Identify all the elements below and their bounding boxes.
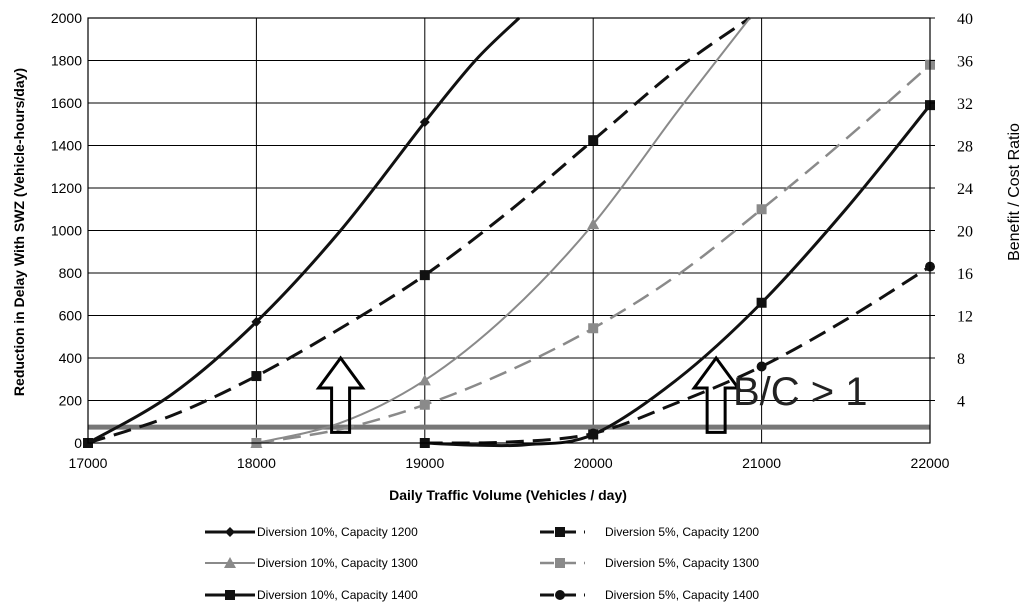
up-arrow: [691, 355, 742, 434]
y-tick-label: 200: [59, 393, 83, 409]
series-point: [419, 117, 430, 128]
series-line: [256, 17, 751, 444]
series-point: [587, 218, 600, 230]
legend-marker: [555, 558, 565, 568]
series-line: [424, 104, 932, 448]
series-layer: [83, 16, 935, 448]
y-tick-label: 1000: [51, 223, 82, 239]
legend-label: Diversion 5%, Capacity 1200: [605, 525, 759, 539]
up-arrow: [315, 355, 366, 434]
series-point: [419, 399, 430, 410]
legend-item-4: Diversion 5%, Capacity 1300: [540, 556, 759, 570]
y2-tick-label: 8: [957, 351, 965, 368]
x-tick-label: 19000: [405, 455, 444, 471]
legend-item-6: Diversion 5%, Capacity 1400: [540, 588, 759, 602]
series-3: [250, 17, 751, 448]
y2-tick-label: 16: [957, 266, 973, 283]
legend-item-5: Diversion 10%, Capacity 1400: [205, 588, 418, 602]
arrows-layer: [315, 355, 742, 434]
series-point: [588, 135, 599, 146]
series-point: [756, 361, 767, 372]
series-point: [756, 297, 767, 308]
legend-item-1: Diversion 10%, Capacity 1200: [205, 525, 418, 539]
legend-marker: [555, 527, 565, 537]
legend-item-2: Diversion 5%, Capacity 1200: [540, 525, 759, 539]
y2-tick-label: 32: [957, 96, 973, 113]
series-point: [251, 316, 262, 327]
x-tick-label: 21000: [742, 455, 781, 471]
series-6: [419, 261, 935, 448]
y2-tick-label: 36: [957, 54, 973, 71]
x-axis-title: Daily Traffic Volume (Vehicles / day): [389, 487, 627, 503]
y-tick-label: 400: [59, 350, 83, 366]
x-tick-labels: 17000 18000 19000 20000 21000 22000: [69, 455, 950, 471]
y2-tick-label: 28: [957, 139, 973, 156]
legend-label: Diversion 10%, Capacity 1200: [257, 525, 418, 539]
y2-tick-label: 24: [957, 181, 973, 198]
y-tick-label: 1600: [51, 95, 82, 111]
y-tick-label: 1800: [51, 53, 82, 69]
y-axis-title: Reduction in Delay With SWZ (Vehicle-hou…: [11, 68, 27, 396]
legend-marker: [555, 590, 565, 600]
y2-tick-label: 12: [957, 309, 973, 326]
y-tick-label: 2000: [51, 10, 82, 26]
series-2: [83, 16, 751, 448]
legend-marker: [225, 590, 235, 600]
annotation-bc: B/C > 1: [733, 370, 868, 414]
y-tick-label: 800: [59, 265, 83, 281]
y2-tick-label: 40: [957, 11, 973, 28]
y2-tick-label: 4: [957, 394, 965, 411]
series-line: [424, 265, 931, 445]
x-tick-label: 18000: [237, 455, 276, 471]
series-point: [588, 428, 599, 439]
y2-tick-labels: 4 8 12 16 20 24 28 32 36 40: [930, 11, 973, 411]
x-tick-label: 17000: [69, 455, 108, 471]
y-tick-label: 600: [59, 308, 83, 324]
legend: Diversion 10%, Capacity 1200 Diversion 5%…: [205, 525, 759, 602]
legend-label: Diversion 10%, Capacity 1300: [257, 556, 418, 570]
y2-axis-title: Benefit / Cost Ratio: [1006, 123, 1023, 261]
series-point: [418, 374, 431, 386]
legend-item-3: Diversion 10%, Capacity 1300: [205, 556, 418, 570]
y2-tick-label: 20: [957, 224, 973, 241]
y-tick-label: 1400: [51, 138, 82, 154]
legend-marker: [224, 557, 236, 568]
series-line: [87, 16, 521, 445]
series-point: [419, 270, 430, 281]
series-point: [251, 371, 262, 382]
x-tick-label: 22000: [911, 455, 950, 471]
series-point: [588, 323, 599, 334]
series-1: [83, 16, 521, 448]
y-tick-labels: 0 200 400 600 800 1000 1200 1400 1600 1800 2000: [51, 10, 82, 451]
legend-label: Diversion 5%, Capacity 1300: [605, 556, 759, 570]
y-tick-label: 0: [74, 435, 82, 451]
legend-label: Diversion 5%, Capacity 1400: [605, 588, 759, 602]
series-point: [756, 204, 767, 215]
legend-label: Diversion 10%, Capacity 1400: [257, 588, 418, 602]
y-tick-label: 1200: [51, 180, 82, 196]
legend-marker: [225, 527, 235, 537]
x-tick-label: 20000: [574, 455, 613, 471]
